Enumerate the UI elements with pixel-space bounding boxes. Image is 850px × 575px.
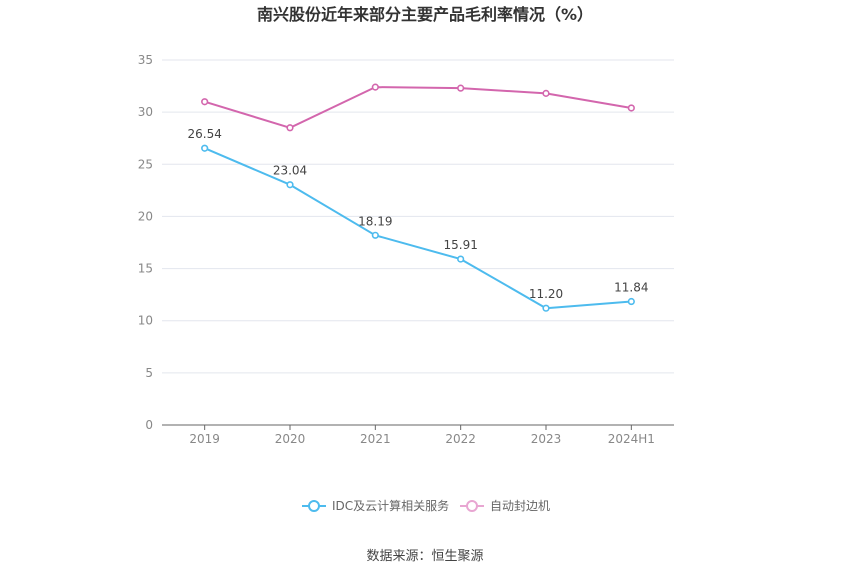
legend-marker [308,500,320,512]
data-point [286,124,294,132]
data-point [457,255,465,263]
series-layer: 26.54 23.04 18.19 15.91 11.20 11.84 [187,83,649,312]
data-point [542,89,550,97]
x-tick-label: 2024H1 [608,432,655,446]
data-point [457,84,465,92]
y-tick-label: 15 [138,262,153,276]
data-point [627,104,635,112]
data-label: 11.20 [529,287,563,301]
y-tick-label: 30 [138,105,153,119]
data-point [371,231,379,239]
data-point [201,144,209,152]
data-label: 23.04 [273,164,307,178]
chart-title: 南兴股份近年来部分主要产品毛利率情况（%） [257,5,593,24]
data-point [286,181,294,189]
data-point [371,83,379,91]
source-note: 数据来源：恒生聚源 [366,549,483,564]
legend: IDC及云计算相关服务 自动封边机 [302,498,550,513]
y-tick-label: 0 [145,418,153,432]
data-label: 11.84 [614,281,648,295]
grid-lines [162,59,674,374]
axes: 0 5 10 15 20 25 30 35 2019 2020 2021 2022 2023 2024H1 [138,53,674,446]
y-tick-label: 10 [138,314,153,328]
data-label: 15.91 [443,238,477,252]
data-point [542,304,550,312]
series-line [204,86,632,129]
x-tick-label: 2020 [275,432,306,446]
y-tick-label: 20 [138,209,153,223]
data-point [627,297,635,306]
y-tick-label: 25 [138,157,153,171]
x-tick-label: 2022 [445,432,476,446]
x-tick-label: 2019 [189,432,220,446]
series-line [204,147,632,310]
data-label: 18.19 [358,214,392,228]
legend-label: 自动封边机 [490,499,550,513]
data-label: 26.54 [187,127,221,141]
x-tick-label: 2023 [531,432,562,446]
x-tick-label: 2021 [360,432,391,446]
y-tick-label: 5 [145,366,153,380]
data-point [201,98,209,106]
legend-label: IDC及云计算相关服务 [332,498,449,513]
legend-marker [466,500,478,512]
y-tick-label: 35 [138,53,153,67]
